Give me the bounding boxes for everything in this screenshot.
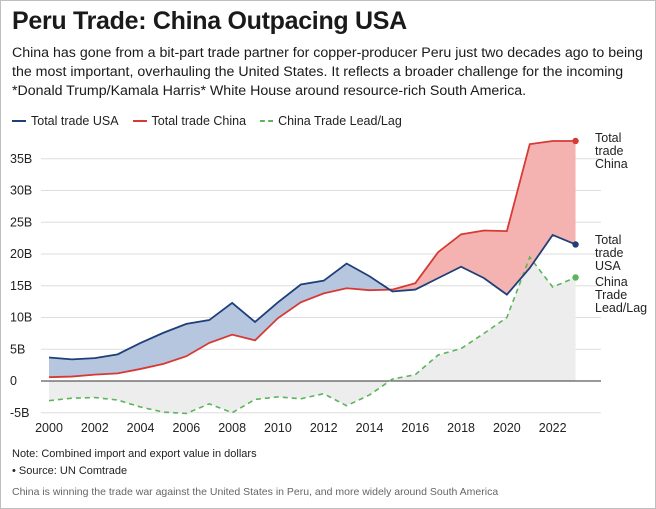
legend-item-china: Total trade China [132,114,247,128]
legend-item-lead: China Trade Lead/Lag [260,114,402,128]
x-axis-ticks: 2000 2002 2004 2006 2008 2010 2012 2014 2016 2018… [35,421,567,435]
x-tick-label: 2016 [401,421,429,435]
end-point-china [572,137,579,145]
end-label-lead-lag: China Trade Lead/Lag [595,275,647,315]
y-tick-label: -5B [10,406,29,420]
chart-source: • Source: UN Comtrade [12,465,128,477]
x-tick-label: 2006 [172,421,200,435]
series-lines [48,140,576,415]
legend-swatch-usa [12,120,26,122]
chart-legend: Total trade USA Total trade China China … [12,114,402,128]
end-points [572,137,579,281]
page-title: Peru Trade: China Outpacing USA [12,7,407,35]
x-tick-label: 2012 [310,421,338,435]
series-line-china [48,140,576,379]
legend-swatch-china [132,120,147,122]
end-point-lead-lag [572,274,579,281]
y-axis-ticks: -5B 0 5B 10B 15B 20B 25B 30B 35B [10,152,32,420]
y-tick-label: 20B [10,247,32,261]
x-tick-label: 2008 [218,421,246,435]
x-tick-label: 2014 [356,421,384,435]
legend-swatch-lead [260,120,274,122]
china-lead-area [389,140,576,295]
chart-subtitle: China has gone from a bit-part trade par… [12,45,643,99]
chart-caption: China is winning the trade war against t… [12,486,499,498]
series-line-usa [48,233,576,361]
x-tick-label: 2018 [447,421,475,435]
legend-item-usa: Total trade USA [12,114,119,128]
y-tick-label: 35B [10,152,32,166]
y-tick-label: 0 [10,374,17,388]
y-tick-label: 5B [10,342,25,356]
y-tick-label: 25B [10,215,32,229]
y-tick-label: 30B [10,184,32,198]
end-point-usa [572,241,579,248]
lead-lag-area [49,257,576,414]
end-label-usa: Total trade USA [595,233,624,273]
usa-lead-area [49,263,390,378]
y-tick-label: 10B [10,311,32,325]
chart-note: Note: Combined import and export value i… [12,448,257,460]
x-tick-label: 2020 [493,421,521,435]
x-tick-label: 2022 [539,421,567,435]
x-tick-label: 2004 [127,421,155,435]
legend-label-china: Total trade China [151,114,247,128]
x-tick-label: 2000 [35,421,63,435]
area-fills [49,140,576,414]
end-label-china: Total trade China [595,131,628,171]
y-tick-label: 15B [10,279,32,293]
series-line-lead-lag [48,255,576,415]
legend-label-usa: Total trade USA [31,114,119,128]
x-tick-label: 2002 [81,421,109,435]
legend-label-lead: China Trade Lead/Lag [278,114,402,128]
x-tick-label: 2010 [264,421,292,435]
